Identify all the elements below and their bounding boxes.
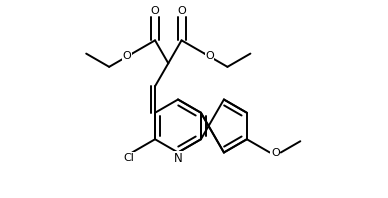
Text: Cl: Cl <box>124 152 135 163</box>
Text: O: O <box>205 51 214 61</box>
Text: N: N <box>173 152 182 165</box>
Text: O: O <box>123 51 132 61</box>
Text: O: O <box>151 6 159 15</box>
Text: O: O <box>271 148 280 157</box>
Text: O: O <box>177 6 186 15</box>
